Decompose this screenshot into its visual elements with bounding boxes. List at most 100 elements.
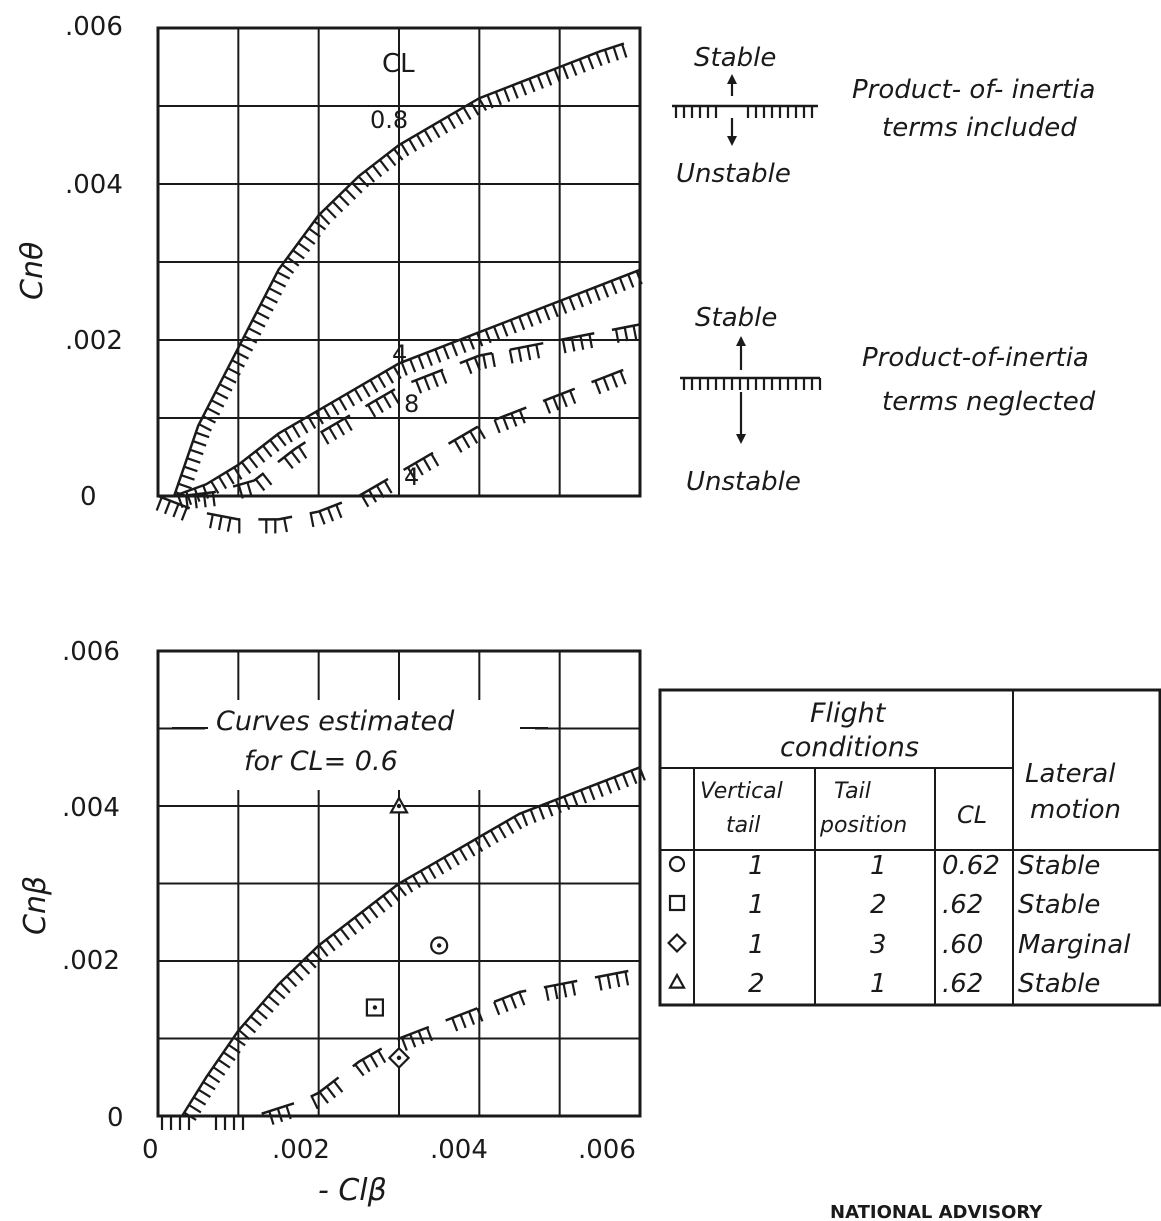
hatch-mark [493, 1001, 501, 1016]
hatch-mark [546, 802, 554, 817]
hatch-mark [281, 263, 295, 274]
hatch-mark [414, 462, 424, 476]
hatch-mark [400, 361, 408, 376]
hatch-mark [594, 380, 602, 395]
hatch-mark [459, 339, 467, 353]
hatch-mark [377, 374, 387, 389]
hatch-mark [361, 911, 372, 924]
hatch-mark [255, 450, 266, 463]
hatch-mark [615, 973, 621, 988]
hatch-mark [217, 476, 228, 490]
hatch-mark [320, 431, 330, 445]
hatch-mark [624, 971, 630, 986]
legend-neglected-text-1: Product-of-inertia [862, 343, 1089, 373]
hatch-mark [482, 834, 492, 848]
hatch-mark [227, 1043, 241, 1054]
hatch-mark [623, 327, 629, 342]
cell-vertical-tail: 1 [748, 851, 765, 881]
hatch-mark [588, 786, 596, 801]
hatch-mark [458, 847, 468, 862]
hatch-mark [369, 1054, 379, 1068]
circle-marker [668, 855, 686, 873]
hatch-mark [414, 379, 423, 394]
cell-cl: .62 [942, 969, 983, 999]
bottom-x-axis-label: - Clβ [318, 1173, 387, 1208]
hatch-mark [292, 969, 304, 981]
hatch-mark [423, 129, 433, 143]
hatch-mark [425, 1027, 434, 1042]
hatch-mark [254, 478, 266, 492]
hatch-mark [491, 352, 496, 368]
series-line [181, 766, 641, 1117]
hatch-mark [430, 453, 440, 467]
hatch-mark [219, 383, 233, 392]
series-line [158, 967, 641, 1118]
hatch-mark [627, 273, 635, 288]
hatch-mark [469, 430, 479, 444]
table-row: 1 1 0.62 Stable [668, 851, 1100, 881]
annotation-line-2: for CL= 0.6 [244, 746, 398, 777]
hatch-mark [543, 399, 552, 414]
bottom-ytick-label: .004 [62, 793, 120, 823]
hatch-mark [396, 884, 407, 897]
legend-included-stable: Stable [694, 43, 776, 73]
hatch-mark [367, 404, 377, 418]
hatch-mark [554, 799, 562, 814]
arrow-down-icon [736, 434, 746, 444]
hatch-mark [297, 242, 311, 253]
hatch-mark [361, 384, 371, 398]
column-header-vertical-tail: Vertical [700, 779, 783, 804]
top-ytick-label: 0 [80, 482, 97, 512]
hatch-mark [279, 981, 291, 994]
hatch-mark [534, 309, 543, 324]
hatch-mark [198, 423, 212, 432]
hatch-mark [331, 200, 344, 213]
hatch-mark [269, 439, 280, 452]
hatch-mark [630, 770, 638, 785]
hatch-mark [417, 355, 425, 370]
hatch-mark [473, 356, 481, 371]
cell-tail-position: 3 [870, 930, 887, 960]
hatch-mark [189, 448, 204, 456]
hatch-mark [509, 319, 517, 334]
hatch-mark [450, 852, 460, 866]
hatch-mark [214, 391, 229, 400]
cell-vertical-tail: 1 [748, 930, 765, 960]
top-y-axis-label: Cnθ [15, 242, 50, 300]
hatch-mark [465, 360, 473, 375]
hatch-mark [552, 396, 560, 411]
legend-included-text-1: Product- of- inertia [852, 75, 1095, 105]
hatch-mark [322, 406, 332, 420]
hatch-mark [501, 416, 510, 431]
curve-label-8-dashed: 8 [404, 390, 419, 418]
hatch-mark [510, 413, 518, 427]
legend-included-unstable: Unstable [676, 159, 791, 189]
hatch-mark [470, 102, 480, 116]
hatch-mark [417, 1030, 425, 1045]
hatch-mark [404, 879, 414, 893]
hatch-mark [382, 895, 393, 908]
hatch-mark [453, 439, 463, 453]
hatch-mark [563, 796, 571, 810]
hatch-mark [315, 411, 324, 425]
top-plot-frame [156, 26, 642, 498]
hatch-mark [521, 812, 529, 827]
hatch-mark [450, 342, 459, 357]
hatch-mark [328, 426, 338, 441]
hatch-mark [267, 995, 280, 1007]
hatch-mark [338, 397, 348, 411]
hatch-mark [571, 792, 579, 807]
hatch-mark [325, 1085, 337, 1099]
hatch-mark [207, 1073, 221, 1084]
hatch-mark [408, 138, 418, 152]
hatch-mark [339, 927, 350, 941]
hatch-mark [343, 417, 353, 432]
hatch-mark [286, 256, 300, 267]
marker-center-dot [372, 1005, 378, 1010]
marker-center-dot [396, 1055, 402, 1061]
diamond-marker [667, 933, 687, 953]
hatch-mark [389, 889, 400, 902]
hatch-mark [431, 373, 439, 388]
hatch-mark [518, 316, 526, 331]
cell-cl: 0.62 [942, 851, 1000, 881]
